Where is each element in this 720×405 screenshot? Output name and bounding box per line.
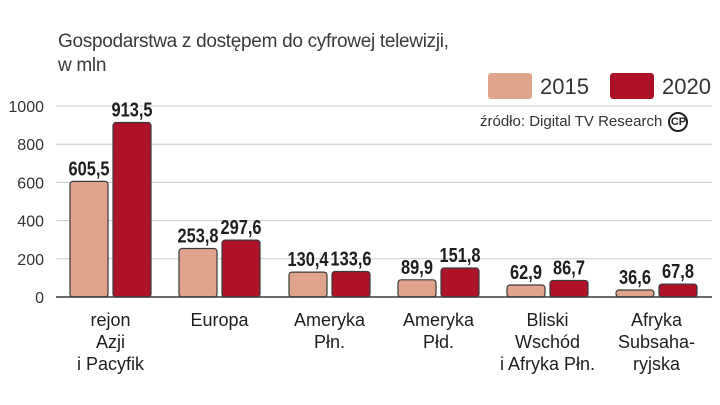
data-label: 86,7	[553, 256, 585, 279]
bar-2015	[506, 284, 546, 298]
x-tick-label: Ameryka Płn.	[294, 310, 366, 352]
x-tick-label-line: rejon	[90, 310, 130, 330]
data-label: 253,8	[178, 224, 219, 247]
x-tick-label-line: Afryka	[631, 310, 683, 330]
bar-2020	[440, 267, 480, 298]
title-line: Gospodarstwa z dostępem do cyfrowej tele…	[58, 31, 449, 52]
data-label: 151,8	[440, 243, 481, 266]
x-tick-label: rejon Azji i Pacyfik	[77, 310, 145, 374]
data-label: 133,6	[331, 247, 372, 270]
bar-2015	[288, 271, 328, 298]
data-label: 67,8	[662, 259, 694, 282]
bar-2020	[549, 279, 589, 298]
bar-2020	[331, 270, 371, 298]
x-tick-label-line: ryjska	[633, 354, 681, 374]
legend-label-2015: 2015	[540, 74, 589, 99]
x-tick-label-line: Azji	[96, 332, 125, 352]
x-tick-label: Ameryka Płd.	[403, 310, 475, 352]
legend-swatch-2020	[610, 73, 654, 99]
bar-2015	[615, 289, 655, 298]
y-tick-label: 400	[17, 214, 44, 231]
data-label: 913,5	[112, 98, 153, 121]
data-label: 89,9	[401, 255, 433, 278]
chart-title: Gospodarstwa z dostępem do cyfrowej tele…	[58, 30, 518, 78]
bar-2020	[658, 283, 698, 298]
y-tick-label: 0	[35, 290, 44, 307]
data-label: 62,9	[510, 260, 542, 283]
x-tick-label: Bliski Wschód i Afryka Płn.	[500, 310, 595, 374]
bar-2020	[112, 121, 152, 298]
x-tick-label-line: Wschód	[515, 332, 580, 352]
x-tick-label-line: i Pacyfik	[77, 354, 145, 374]
y-tick-label: 1000	[8, 99, 44, 116]
bar-2020	[221, 239, 261, 298]
data-label: 36,6	[619, 265, 651, 288]
bar-2015	[178, 247, 218, 298]
subtitle-line: w mln	[58, 55, 107, 76]
data-label: 297,6	[221, 216, 262, 239]
data-label: 130,4	[288, 248, 330, 271]
bar-2015	[69, 180, 109, 298]
data-label: 605,5	[69, 157, 110, 180]
y-tick-label: 200	[17, 252, 44, 269]
x-tick-label-line: Płn.	[314, 332, 345, 352]
x-tick-label-line: Bliski	[526, 310, 568, 330]
y-tick-label: 600	[17, 175, 44, 192]
x-tick-label-line: Płd.	[423, 332, 454, 352]
legend-label-2020: 2020	[662, 74, 711, 99]
source-note: źródło: Digital TV Research CP	[480, 112, 689, 132]
x-tick-label-line: Ameryka	[403, 310, 475, 330]
x-tick-label: Afryka Subsaha-ryjska	[618, 310, 695, 374]
cp-logo-icon: CP	[668, 112, 689, 132]
source-text: źródło: Digital TV Research	[480, 112, 663, 130]
y-tick-label: 800	[17, 137, 44, 154]
x-tick-label: Europa	[190, 310, 249, 330]
legend-swatch-2015	[488, 73, 532, 99]
x-tick-label-line: Europa	[190, 310, 249, 330]
x-tick-label-line: i Afryka Płn.	[500, 354, 595, 374]
bar-2015	[397, 279, 437, 298]
x-tick-label-line: Ameryka	[294, 310, 366, 330]
x-tick-label-line: Subsaha-	[618, 332, 695, 352]
